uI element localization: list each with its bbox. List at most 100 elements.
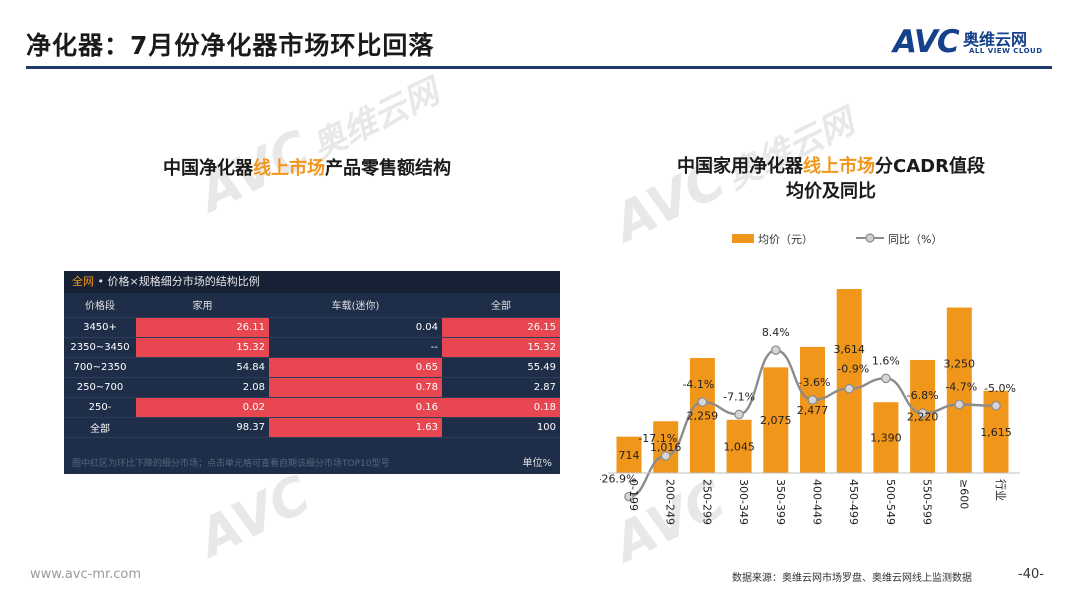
yoy-value-label: -3.6% <box>799 376 831 389</box>
yoy-value-label: -4.7% <box>945 381 977 394</box>
col-header-all: 全部 <box>442 293 560 318</box>
table-cell[interactable]: -- <box>269 337 442 358</box>
left-panel-title: 中国净化器线上市场产品零售额结构 <box>163 158 451 179</box>
structure-table-panel: 全网 • 价格×规格细分市场的结构比例 价格段 家用 车载(迷你) 全部 345… <box>64 271 560 474</box>
yoy-point <box>881 373 891 384</box>
yoy-value-label: -6.8% <box>907 389 939 402</box>
row-label: 250~700 <box>64 377 136 398</box>
table-cell[interactable]: 55.49 <box>442 357 560 378</box>
x-tick-label: 400-449 <box>811 479 824 525</box>
legend-label-bar: 均价（元） <box>758 233 813 246</box>
bar <box>836 289 862 473</box>
yoy-value-label: -7.1% <box>723 390 755 403</box>
legend-swatch-bar <box>732 234 754 243</box>
yoy-value-label: 8.4% <box>762 326 790 339</box>
table-cell[interactable]: 2.08 <box>136 377 269 398</box>
table-row[interactable]: 250- 0.02 0.16 0.18 <box>64 397 560 418</box>
x-tick-label: 450-499 <box>847 479 860 525</box>
table-scope-label[interactable]: 全网 <box>72 275 94 288</box>
table-cell[interactable]: 0.65 <box>269 357 442 378</box>
yoy-point <box>807 395 818 405</box>
table-cell[interactable]: 100 <box>442 417 560 438</box>
yoy-point <box>734 409 744 420</box>
page-number: -40- <box>1018 567 1044 582</box>
yoy-point <box>660 451 671 461</box>
bar <box>653 421 679 473</box>
watermark-left-bottom: AVC <box>190 464 320 569</box>
bar-value-label: 1,615 <box>980 426 1012 439</box>
row-label: 全部 <box>64 417 136 438</box>
yoy-value-label: -26.9% <box>600 473 636 486</box>
table-row[interactable]: 2350~3450 15.32 -- 15.32 <box>64 337 560 358</box>
bar <box>616 436 642 473</box>
page-title: 净化器：7月份净化器市场环比回落 <box>26 31 435 60</box>
table-header-row: 价格段 家用 车载(迷你) 全部 <box>64 293 560 318</box>
structure-table: 价格段 家用 车载(迷你) 全部 3450+ 26.11 0.04 26.15 2350… <box>64 293 560 438</box>
table-row[interactable]: 250~700 2.08 0.78 2.87 <box>64 377 560 398</box>
bar-value-label: 714 <box>619 449 640 462</box>
col-header-car: 车载(迷你) <box>269 293 442 318</box>
bar <box>946 307 972 473</box>
table-cell[interactable]: 1.63 <box>269 417 442 438</box>
table-cell[interactable]: 0.04 <box>269 317 442 338</box>
yoy-point <box>697 397 708 407</box>
logo-wordmark: AVC <box>893 24 960 60</box>
table-cell[interactable]: 26.11 <box>136 317 269 338</box>
table-cell[interactable]: 15.32 <box>442 337 560 358</box>
bar <box>763 367 789 473</box>
table-row[interactable]: 700~2350 54.84 0.65 55.49 <box>64 357 560 378</box>
table-cell[interactable]: 0.02 <box>136 397 269 418</box>
x-tick-label: 550-599 <box>921 479 934 525</box>
logo-cn-name: 奥维云网 <box>963 30 1028 49</box>
table-row[interactable]: 3450+ 26.11 0.04 26.15 <box>64 317 560 338</box>
yoy-value-label: -4.1% <box>682 378 714 391</box>
bar-value-label: 3,250 <box>944 358 976 371</box>
table-cell[interactable]: 54.84 <box>136 357 269 378</box>
row-label: 250- <box>64 397 136 418</box>
table-cell[interactable]: 15.32 <box>136 337 269 358</box>
yoy-value-label: -0.9% <box>837 363 869 376</box>
yoy-point <box>844 383 854 394</box>
table-cell[interactable]: 0.18 <box>442 397 560 418</box>
table-panel-caption: • 价格×规格细分市场的结构比例 <box>94 275 260 288</box>
table-panel-header: 全网 • 价格×规格细分市场的结构比例 <box>64 271 560 293</box>
cadr-price-chart: 均价（元） 同比（%） 714 1,016 2,259 1,045 2,075 2,477 3,… <box>600 233 1020 525</box>
x-tick-label: 200-249 <box>664 479 677 525</box>
bar <box>726 419 752 473</box>
x-tick-label: 0-199 <box>627 479 640 511</box>
bar <box>800 346 825 473</box>
table-cell[interactable]: 26.15 <box>442 317 560 338</box>
row-label: 2350~3450 <box>64 337 136 358</box>
bar-value-label: 2,259 <box>687 409 719 422</box>
bar <box>689 357 715 473</box>
x-tick-label: 250-299 <box>700 479 713 525</box>
title-divider <box>26 66 1052 69</box>
table-row[interactable]: 全部 98.37 1.63 100 <box>64 417 560 438</box>
yoy-point <box>917 408 928 419</box>
x-tick-label: 300-349 <box>737 479 750 525</box>
row-label: 700~2350 <box>64 357 136 378</box>
table-cell[interactable]: 0.16 <box>269 397 442 418</box>
brand-logo: AVC 奥维云网 ALL VIEW CLOUD <box>893 24 1053 60</box>
table-cell[interactable]: 0.78 <box>269 377 442 398</box>
watermark-left-top: AVC 奥维云网 <box>190 71 446 224</box>
legend-marker-line <box>865 233 875 243</box>
bar-value-label: 2,477 <box>797 404 829 417</box>
logo-en-name: ALL VIEW CLOUD <box>969 47 1043 55</box>
bar <box>873 402 899 473</box>
table-cell[interactable]: 98.37 <box>136 417 269 438</box>
table-cell[interactable]: 2.87 <box>442 377 560 398</box>
yoy-value-label: -17.1% <box>638 432 677 445</box>
col-header-price: 价格段 <box>64 293 136 318</box>
bar-value-label: 3,614 <box>833 343 865 356</box>
row-label: 3450+ <box>64 317 136 338</box>
legend-label-line: 同比（%） <box>888 233 942 246</box>
yoy-value-label: 1.6% <box>872 354 900 367</box>
table-footnote: 图中红区为环比下降的细分市场；点击单元格可查看自期该细分市场TOP10型号 <box>72 459 390 469</box>
yoy-point <box>954 399 965 410</box>
yoy-line <box>628 348 997 498</box>
bar-value-label: 1,016 <box>650 441 682 454</box>
x-tick-label: 350-399 <box>774 479 787 525</box>
yoy-point <box>771 345 781 355</box>
bar-value-label: 1,390 <box>870 432 902 445</box>
